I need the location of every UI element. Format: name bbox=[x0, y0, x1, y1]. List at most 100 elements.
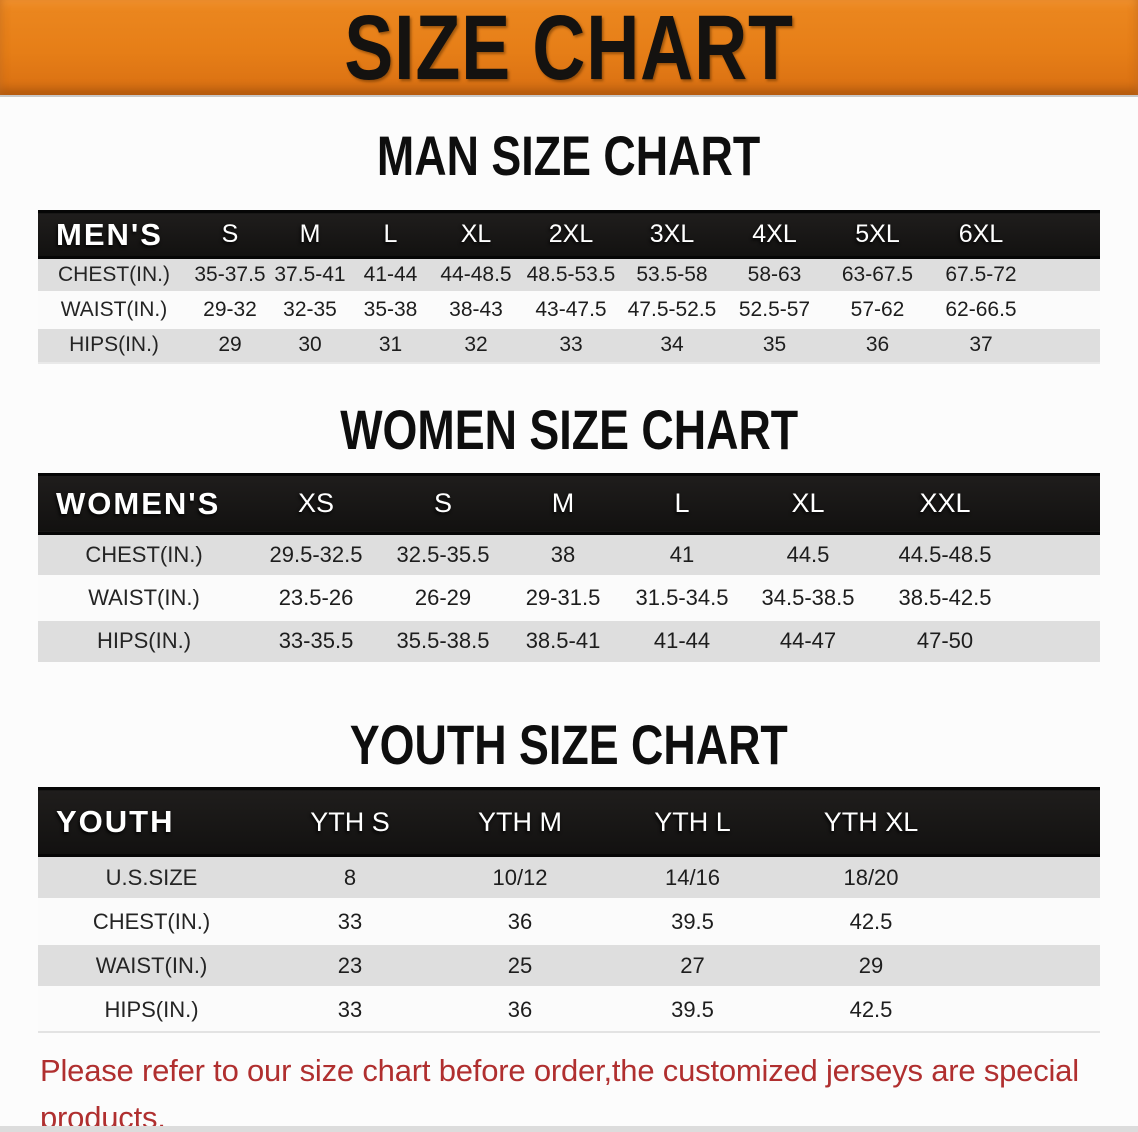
size-value-cell: 44-47 bbox=[742, 617, 874, 662]
size-column-header: XL bbox=[742, 472, 874, 535]
disclaimer-text: Please refer to our size chart before or… bbox=[40, 1047, 1108, 1132]
header-spacer bbox=[1016, 472, 1100, 535]
size-value-cell: 52.5-57 bbox=[723, 291, 826, 328]
size-value-cell: 29-31.5 bbox=[504, 574, 622, 619]
size-value-cell: 58-63 bbox=[723, 256, 826, 293]
measurement-row: WAIST(IN.) 23 25 27 29 bbox=[38, 942, 1100, 988]
size-value-cell: 8 bbox=[265, 854, 435, 900]
size-column-header: XXL bbox=[874, 472, 1016, 535]
measurement-row: CHEST(IN.) 35-37.5 37.5-41 41-44 44-48.5 48.5… bbox=[38, 256, 1100, 293]
row-spacer bbox=[962, 942, 1100, 988]
size-value-cell: 41 bbox=[622, 531, 742, 576]
size-column-header: L bbox=[622, 472, 742, 535]
size-value-cell: 31 bbox=[350, 326, 431, 363]
size-value-cell: 39.5 bbox=[605, 986, 780, 1032]
women-size-section: WOMEN SIZE CHART WOMEN'S XS S M L XL XXL CHEST(… bbox=[0, 397, 1138, 662]
measurement-row: U.S.SIZE 8 10/12 14/16 18/20 bbox=[38, 854, 1100, 900]
size-value-cell: 32-35 bbox=[270, 291, 350, 328]
size-column-header: 4XL bbox=[723, 210, 826, 259]
size-column-header: YTH L bbox=[605, 787, 780, 857]
row-label: CHEST(IN.) bbox=[38, 898, 265, 944]
row-spacer bbox=[962, 854, 1100, 900]
size-value-cell: 30 bbox=[270, 326, 350, 363]
size-value-cell: 23.5-26 bbox=[250, 574, 382, 619]
row-spacer bbox=[1033, 291, 1100, 328]
size-value-cell: 33 bbox=[265, 898, 435, 944]
size-value-cell: 67.5-72 bbox=[929, 256, 1033, 293]
row-label: WAIST(IN.) bbox=[38, 942, 265, 988]
size-value-cell: 18/20 bbox=[780, 854, 962, 900]
size-value-cell: 35-38 bbox=[350, 291, 431, 328]
size-value-cell: 37.5-41 bbox=[270, 256, 350, 293]
size-value-cell: 33 bbox=[521, 326, 621, 363]
row-spacer bbox=[1033, 256, 1100, 293]
row-label: WAIST(IN.) bbox=[38, 291, 190, 328]
size-value-cell: 36 bbox=[435, 986, 605, 1032]
youth-size-section: YOUTH SIZE CHART YOUTH YTH S YTH M YTH L YTH… bbox=[0, 717, 1138, 1033]
row-spacer bbox=[1016, 617, 1100, 662]
measurement-row: WAIST(IN.) 23.5-26 26-29 29-31.5 31.5-34.5 34… bbox=[38, 574, 1100, 619]
women-section-heading-text: WOMEN SIZE CHART bbox=[340, 397, 798, 461]
size-column-header: XL bbox=[431, 210, 521, 259]
size-column-header: 2XL bbox=[521, 210, 621, 259]
size-column-header: M bbox=[270, 210, 350, 259]
header-spacer bbox=[1033, 210, 1100, 259]
size-column-header: 3XL bbox=[621, 210, 723, 259]
size-value-cell: 42.5 bbox=[780, 986, 962, 1032]
size-value-cell: 35 bbox=[723, 326, 826, 363]
table-corner-label: YOUTH bbox=[38, 787, 265, 857]
size-value-cell: 35.5-38.5 bbox=[382, 617, 504, 662]
banner: SIZE CHART bbox=[0, 0, 1138, 97]
size-value-cell: 23 bbox=[265, 942, 435, 988]
size-value-cell: 29 bbox=[780, 942, 962, 988]
size-value-cell: 41-44 bbox=[350, 256, 431, 293]
size-value-cell: 25 bbox=[435, 942, 605, 988]
row-spacer bbox=[962, 986, 1100, 1032]
size-value-cell: 44.5 bbox=[742, 531, 874, 576]
table-corner-label: MEN'S bbox=[38, 210, 190, 259]
size-value-cell: 29-32 bbox=[190, 291, 270, 328]
bottom-edge-strip bbox=[0, 1126, 1138, 1132]
size-value-cell: 41-44 bbox=[622, 617, 742, 662]
youth-section-heading-text: YOUTH SIZE CHART bbox=[349, 713, 789, 776]
size-column-header: XS bbox=[250, 472, 382, 535]
size-value-cell: 44-48.5 bbox=[431, 256, 521, 293]
size-column-header: YTH S bbox=[265, 787, 435, 857]
size-value-cell: 27 bbox=[605, 942, 780, 988]
size-value-cell: 42.5 bbox=[780, 898, 962, 944]
youth-size-table: YOUTH YTH S YTH M YTH L YTH XL U.S.SIZE 8 10/12… bbox=[38, 787, 1100, 1033]
size-value-cell: 34 bbox=[621, 326, 723, 363]
size-value-cell: 48.5-53.5 bbox=[521, 256, 621, 293]
size-value-cell: 38.5-41 bbox=[504, 617, 622, 662]
size-column-header: YTH XL bbox=[780, 787, 962, 857]
row-spacer bbox=[1016, 531, 1100, 576]
row-spacer bbox=[1033, 326, 1100, 363]
page-title: SIZE CHART bbox=[344, 0, 794, 99]
size-value-cell: 34.5-38.5 bbox=[742, 574, 874, 619]
size-value-cell: 62-66.5 bbox=[929, 291, 1033, 328]
measurement-row: CHEST(IN.) 33 36 39.5 42.5 bbox=[38, 898, 1100, 944]
size-value-cell: 44.5-48.5 bbox=[874, 531, 1016, 576]
size-value-cell: 47-50 bbox=[874, 617, 1016, 662]
size-value-cell: 38 bbox=[504, 531, 622, 576]
measurement-row: HIPS(IN.) 29 30 31 32 33 34 35 36 37 bbox=[38, 326, 1100, 363]
table-corner-label: WOMEN'S bbox=[38, 472, 250, 535]
women-size-table: WOMEN'S XS S M L XL XXL CHEST(IN.) 29.5-32.5 32.5… bbox=[38, 472, 1100, 662]
row-label: HIPS(IN.) bbox=[38, 617, 250, 662]
men-size-table: MEN'S S M L XL 2XL 3XL 4XL 5XL 6XL CHEST(IN.) 35-37… bbox=[38, 210, 1100, 364]
youth-section-heading: YOUTH SIZE CHART bbox=[0, 717, 1138, 773]
measurement-row: CHEST(IN.) 29.5-32.5 32.5-35.5 38 41 44.5 44.5… bbox=[38, 531, 1100, 576]
size-value-cell: 26-29 bbox=[382, 574, 504, 619]
size-value-cell: 32.5-35.5 bbox=[382, 531, 504, 576]
size-column-header: YTH M bbox=[435, 787, 605, 857]
size-value-cell: 31.5-34.5 bbox=[622, 574, 742, 619]
row-label: CHEST(IN.) bbox=[38, 531, 250, 576]
women-section-heading: WOMEN SIZE CHART bbox=[0, 397, 1138, 461]
row-spacer bbox=[962, 898, 1100, 944]
size-value-cell: 63-67.5 bbox=[826, 256, 929, 293]
men-size-section: MAN SIZE CHART MEN'S S M L XL 2XL 3XL 4XL 5XL 6XL… bbox=[0, 128, 1138, 364]
size-header-row: WOMEN'S XS S M L XL XXL bbox=[38, 472, 1100, 535]
disclaimer-line-1: Please refer to our size chart before or… bbox=[40, 1052, 1079, 1132]
size-value-cell: 14/16 bbox=[605, 854, 780, 900]
